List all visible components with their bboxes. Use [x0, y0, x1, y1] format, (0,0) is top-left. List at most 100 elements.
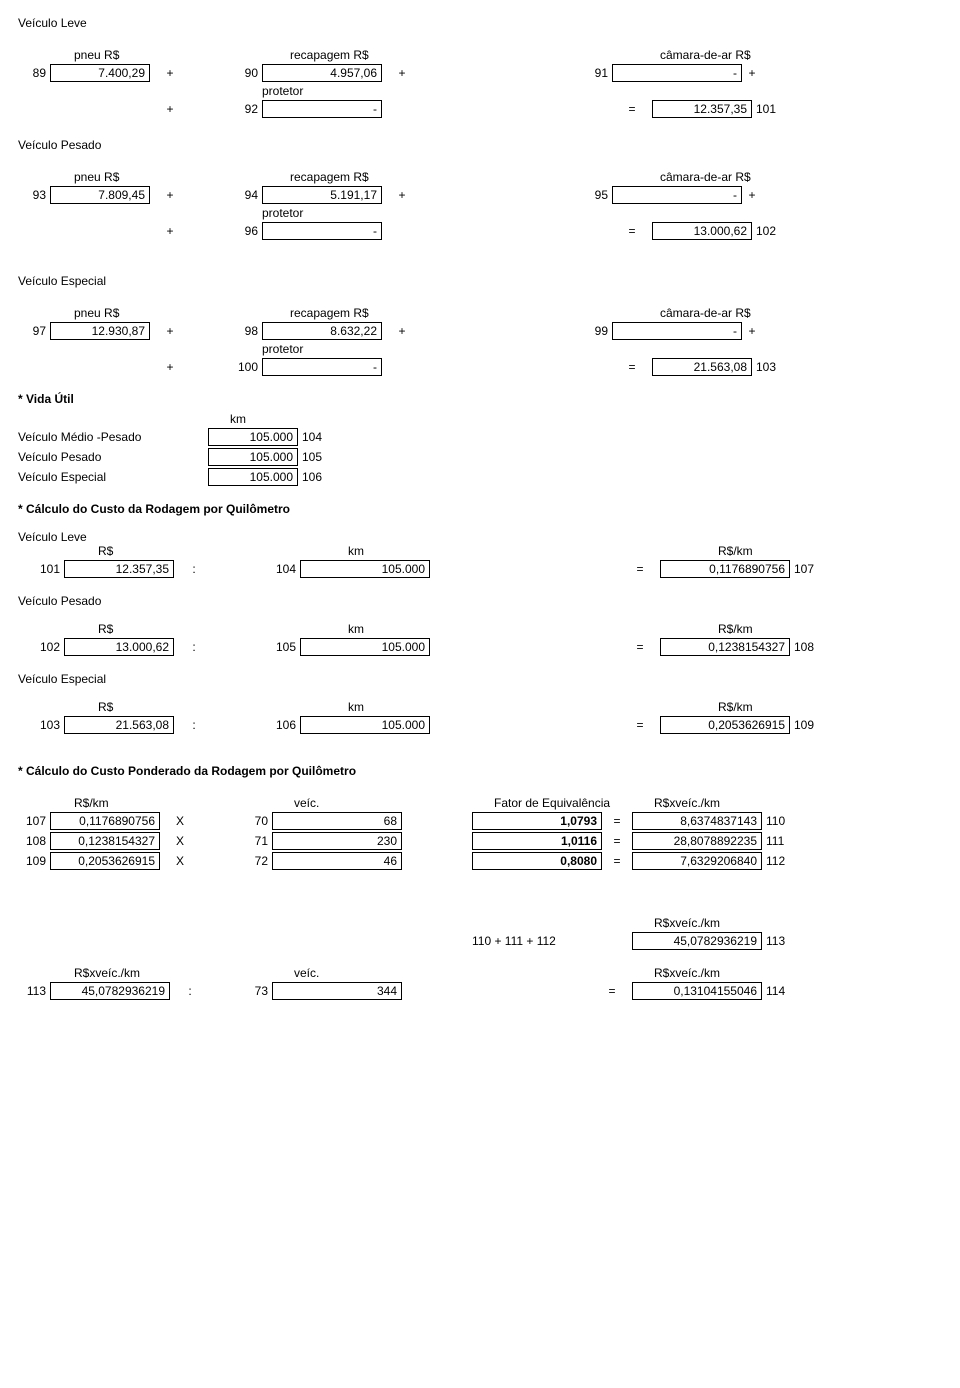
label-fator: Fator de Equivalência [494, 796, 654, 810]
ref-109: 109 [790, 718, 814, 732]
section-veiculo-pesado: Veículo Pesado [18, 138, 942, 152]
label-camara: câmara-de-ar R$ [660, 306, 751, 320]
label-pneu: pneu R$ [74, 48, 174, 62]
label-protetor: protetor [262, 84, 382, 98]
label-final-h1: R$xveíc./km [74, 966, 194, 980]
op-plus: + [150, 102, 190, 116]
pond-r2-d: 28,8078892235 [632, 832, 762, 850]
label-km: km [348, 622, 468, 636]
op-eq: = [602, 814, 632, 828]
ref-111: 111 [762, 834, 784, 848]
label-final-h2: veíc. [294, 966, 424, 980]
ref-91: 91 [422, 66, 612, 80]
val-90: 4.957,06 [262, 64, 382, 82]
label-camara: câmara-de-ar R$ [660, 170, 751, 184]
label-rsxveic: R$xveíc./km [654, 796, 720, 810]
final-c: 0,13104155046 [632, 982, 762, 1000]
ref-90: 90 [190, 66, 262, 80]
total-101: 12.357,35 [652, 100, 752, 118]
val-97: 12.930,87 [50, 322, 150, 340]
val-89: 7.400,29 [50, 64, 150, 82]
ref-112: 112 [762, 854, 785, 868]
label-km: km [208, 412, 268, 426]
ref-107: 107 [790, 562, 814, 576]
op-plus: + [742, 66, 762, 80]
op-plus: + [150, 224, 190, 238]
vida-val-1: 105.000 [208, 428, 298, 446]
label-protetor: protetor [262, 342, 382, 356]
op-X: X [160, 834, 200, 848]
val-92: - [262, 100, 382, 118]
op-plus: + [382, 188, 422, 202]
ref-94: 94 [190, 188, 262, 202]
pond-r1-b: 68 [272, 812, 402, 830]
ref-101: 101 [752, 102, 776, 116]
val-96: - [262, 222, 382, 240]
op-colon: : [174, 562, 214, 576]
ref-96: 96 [190, 224, 262, 238]
ref-72: 72 [200, 854, 272, 868]
label-recapagem: recapagem R$ [290, 48, 410, 62]
ref-108b: 108 [18, 834, 50, 848]
pond-r2-a: 0,1238154327 [50, 832, 160, 850]
label-rskm: R$/km [718, 622, 753, 636]
calc-leve-title: Veículo Leve [18, 530, 942, 544]
label-camara: câmara-de-ar R$ [660, 48, 751, 62]
label-recapagem: recapagem R$ [290, 306, 410, 320]
label-rskm: R$/km [718, 700, 753, 714]
ref-100: 100 [190, 360, 262, 374]
label-rs: R$ [98, 544, 198, 558]
ref-108: 108 [790, 640, 814, 654]
op-X: X [160, 814, 200, 828]
ref-95: 95 [422, 188, 612, 202]
op-colon: : [170, 984, 210, 998]
op-plus: + [150, 360, 190, 374]
total-102: 13.000,62 [652, 222, 752, 240]
op-eq: = [612, 102, 652, 116]
calc-pesado-title: Veículo Pesado [18, 594, 942, 608]
calc-especial-v2: 105.000 [300, 716, 430, 734]
pond-r3-c: 0,8080 [472, 852, 602, 870]
op-plus: + [742, 324, 762, 338]
ref-104b: 104 [214, 562, 300, 576]
val-100: - [262, 358, 382, 376]
val-91: - [612, 64, 742, 82]
ref-109b: 109 [18, 854, 50, 868]
total-103: 21.563,08 [652, 358, 752, 376]
op-plus: + [382, 324, 422, 338]
sum-label: 110 + 111 + 112 [472, 934, 632, 948]
label-final-h3: R$xveíc./km [654, 966, 720, 980]
ref-113b: 113 [18, 984, 50, 998]
ref-102b: 102 [18, 640, 64, 654]
label-rskm: R$/km [718, 544, 753, 558]
ref-89: 89 [18, 66, 50, 80]
label-pneu: pneu R$ [74, 306, 174, 320]
ref-106: 106 [298, 470, 322, 484]
calc-especial-title: Veículo Especial [18, 672, 942, 686]
op-colon: : [174, 640, 214, 654]
op-eq: = [602, 834, 632, 848]
ref-106b: 106 [214, 718, 300, 732]
op-eq: = [612, 224, 652, 238]
calc-especial-res: 0,2053626915 [660, 716, 790, 734]
ref-93: 93 [18, 188, 50, 202]
ref-97: 97 [18, 324, 50, 338]
pond-r3-b: 46 [272, 852, 402, 870]
ref-114: 114 [762, 984, 785, 998]
vida-label-2: Veículo Pesado [18, 450, 208, 464]
op-eq: = [592, 984, 632, 998]
label-veic: veíc. [294, 796, 424, 810]
label-km: km [348, 700, 468, 714]
label-protetor: protetor [262, 206, 382, 220]
op-plus: + [742, 188, 762, 202]
ref-98: 98 [190, 324, 262, 338]
ref-104: 104 [298, 430, 322, 444]
label-pneu: pneu R$ [74, 170, 174, 184]
section-vida-util: * Vida Útil [18, 392, 942, 406]
calc-leve-v2: 105.000 [300, 560, 430, 578]
op-eq: = [612, 360, 652, 374]
ref-92: 92 [190, 102, 262, 116]
op-plus: + [150, 324, 190, 338]
ref-105b: 105 [214, 640, 300, 654]
ref-107b: 107 [18, 814, 50, 828]
